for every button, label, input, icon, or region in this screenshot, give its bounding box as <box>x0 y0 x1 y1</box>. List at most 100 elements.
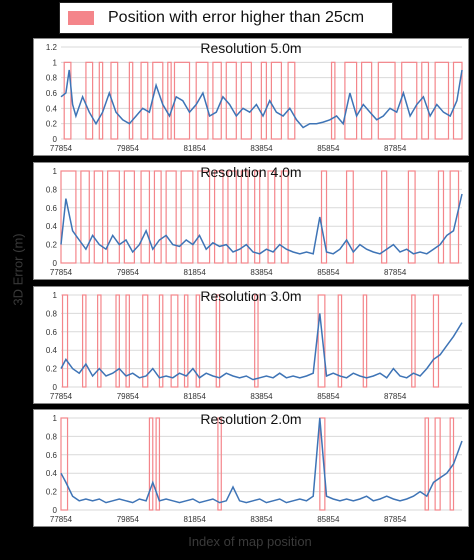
y-tick-label: 0.4 <box>46 469 58 478</box>
x-tick-label: 87854 <box>384 268 407 277</box>
x-tick-label: 83854 <box>250 268 273 277</box>
error-span-bar <box>97 294 102 388</box>
x-tick-label: 81854 <box>184 515 207 524</box>
x-tick-label: 79854 <box>117 392 140 401</box>
error-span-bar <box>452 61 463 140</box>
error-span-bar <box>319 417 326 511</box>
x-tick-label: 77854 <box>50 515 73 524</box>
y-axis-label: 3D Error (m) <box>10 233 26 306</box>
error-span-bar <box>287 61 296 140</box>
y-tick-label: 0.2 <box>46 120 58 129</box>
chart-panel-resolution-5m: 0 0.2 0.4 0.6 0.8 1 1.2 77854 79854 81854 83854 858… <box>33 38 469 156</box>
error-span-bar <box>125 294 130 388</box>
error-span-bar <box>260 61 267 140</box>
x-tick-label: 79854 <box>117 144 140 153</box>
error-span-bar <box>167 61 172 140</box>
x-tick-label: 83854 <box>250 144 273 153</box>
error-span-bar <box>225 61 237 140</box>
error-span-bar <box>345 170 354 264</box>
x-tick-label: 81854 <box>184 144 207 153</box>
y-tick-label: 1.2 <box>46 43 58 52</box>
y-tick-label: 1 <box>53 167 58 176</box>
error-span-bar <box>165 170 177 264</box>
y-tick-label: 0 <box>53 383 58 392</box>
error-span-bar <box>317 294 326 388</box>
x-tick-label: 81854 <box>184 392 207 401</box>
x-tick-label: 83854 <box>250 515 273 524</box>
x-tick-label: 83854 <box>250 392 273 401</box>
error-span-bar <box>93 170 104 264</box>
error-span-bar <box>377 61 396 140</box>
y-tick-label: 0.8 <box>46 432 58 441</box>
error-span-bar <box>85 61 94 140</box>
y-tick-label: 0 <box>53 135 58 144</box>
error-span-bar <box>123 170 135 264</box>
error-span-bar <box>98 61 104 140</box>
x-tick-label: 79854 <box>117 515 140 524</box>
chart-panel-resolution-2m: 0 0.2 0.4 0.6 0.8 1 77854 79854 81854 83854 85854 8… <box>33 409 469 527</box>
error-span-bar <box>434 61 450 140</box>
y-tick-label: 1 <box>53 414 58 423</box>
legend-swatch <box>68 11 94 25</box>
x-tick-label: 77854 <box>50 268 73 277</box>
error-span-bar <box>267 170 276 264</box>
chart-svg: 0 0.2 0.4 0.6 0.8 1 1.2 77854 79854 81854 83854 858… <box>46 43 463 153</box>
x-tick-label: 85854 <box>317 268 340 277</box>
y-tick-label: 0.2 <box>46 241 58 250</box>
y-tick-label: 0 <box>53 506 58 515</box>
error-span-bar <box>424 417 430 511</box>
y-tick-label: 0.6 <box>46 451 58 460</box>
y-tick-label: 0.6 <box>46 328 58 337</box>
error-span-bar <box>227 170 237 264</box>
error-span-bar <box>60 417 69 511</box>
error-span-bar <box>280 170 289 264</box>
error-span-bar <box>140 61 149 140</box>
error-span-bar <box>195 294 201 388</box>
y-tick-label: 0.8 <box>46 74 58 83</box>
error-span-bar <box>437 170 445 264</box>
legend-label: Position with error higher than 25cm <box>108 9 365 26</box>
x-tick-label: 85854 <box>317 392 340 401</box>
y-tick-label: 0.4 <box>46 104 58 113</box>
error-span-bar <box>421 61 430 140</box>
error-span-bar <box>407 170 416 264</box>
error-span-bar <box>61 294 69 388</box>
y-tick-label: 0.2 <box>46 488 58 497</box>
error-span-bar <box>240 170 249 264</box>
error-span-bar <box>155 417 161 511</box>
x-tick-label: 77854 <box>50 144 73 153</box>
error-span-bar <box>148 417 154 511</box>
chart-panel-resolution-4m: 0 0.2 0.4 0.6 0.8 1 77854 79854 81854 83854 85854 8… <box>33 162 469 280</box>
error-span-bar <box>213 170 224 264</box>
error-span-bar <box>381 170 388 264</box>
error-span-bar <box>401 61 418 140</box>
chart-svg: 0 0.2 0.4 0.6 0.8 1 77854 79854 81854 83854 85854 8… <box>46 414 463 524</box>
chart-title: Resolution 5.0m <box>200 40 302 56</box>
y-tick-label: 0 <box>53 259 58 268</box>
error-span-bar <box>197 170 211 264</box>
error-span-bar <box>170 294 179 388</box>
x-tick-label: 81854 <box>184 268 207 277</box>
error-span-bar <box>128 61 134 140</box>
legend: Position with error higher than 25cm <box>59 2 393 34</box>
error-span-bar <box>344 61 358 140</box>
error-span-bar <box>337 294 343 388</box>
error-span-bar <box>434 417 441 511</box>
chart-title: Resolution 3.0m <box>200 288 302 304</box>
error-span-bar <box>110 61 119 140</box>
chart-panel-resolution-3m: 0 0.2 0.4 0.6 0.8 1 77854 79854 81854 83854 85854 8… <box>33 286 469 404</box>
error-span-bar <box>140 170 151 264</box>
error-span-bar <box>217 417 222 511</box>
error-span-bar <box>183 294 189 388</box>
error-series-line <box>60 313 463 381</box>
x-tick-label: 77854 <box>50 392 73 401</box>
error-span-bar <box>60 170 77 264</box>
y-tick-label: 0.8 <box>46 309 58 318</box>
x-tick-label: 85854 <box>317 515 340 524</box>
error-span-bar <box>81 294 87 388</box>
error-span-bar <box>254 170 261 264</box>
error-span-bar <box>195 61 209 140</box>
error-series-line <box>60 193 463 255</box>
error-span-bar <box>411 294 416 388</box>
y-tick-label: 1 <box>53 291 58 300</box>
